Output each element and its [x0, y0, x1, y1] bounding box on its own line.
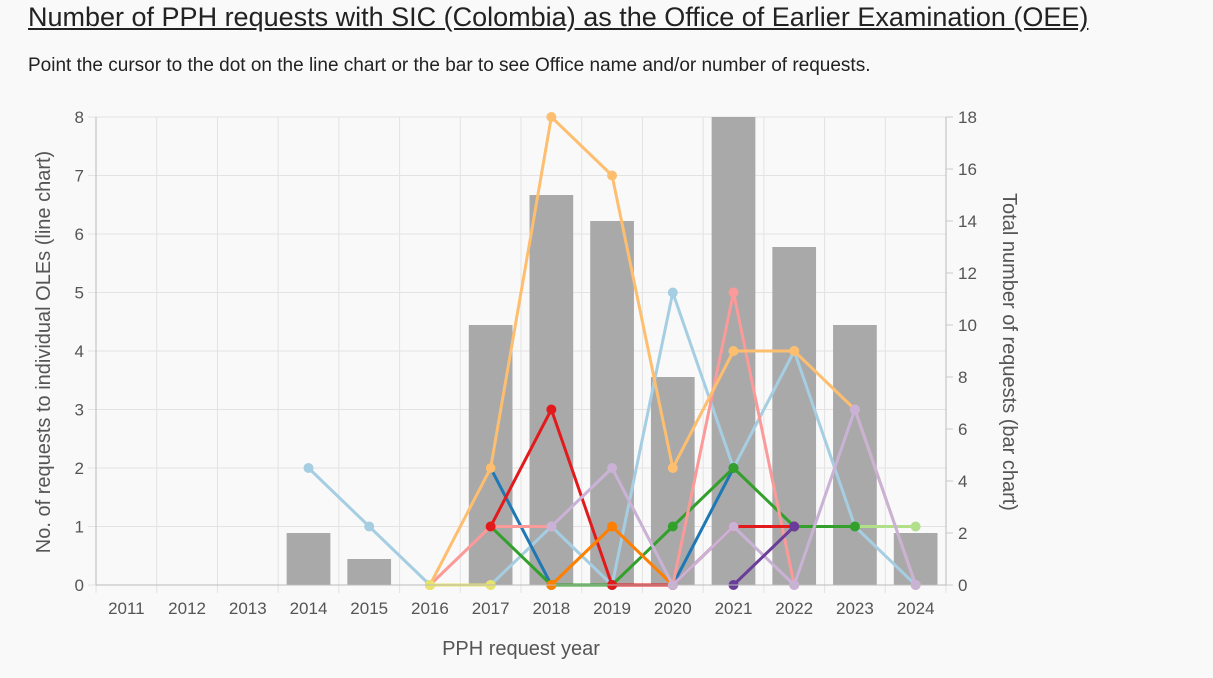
series-point[interactable]	[728, 346, 739, 356]
series-point[interactable]	[485, 463, 496, 473]
series-point[interactable]	[546, 521, 557, 532]
series-point[interactable]	[546, 112, 557, 122]
y-right-tick-label: 2	[958, 524, 967, 543]
y-right-tick-label: 4	[958, 472, 967, 491]
x-tick-label: 2023	[836, 599, 874, 618]
x-tick-label: 2015	[350, 599, 388, 618]
y-left-tick-label: 6	[75, 225, 84, 244]
y-right-tick-label: 16	[958, 160, 977, 179]
y-left-tick-label: 8	[75, 108, 84, 127]
x-tick-label: 2019	[593, 599, 631, 618]
bar-2020[interactable]	[650, 377, 695, 585]
y-left-tick-label: 7	[75, 167, 84, 186]
y-right-tick-label: 0	[958, 576, 967, 595]
series-point[interactable]	[667, 521, 678, 532]
y-right-tick-label: 12	[958, 264, 977, 283]
chart-subtitle: Point the cursor to the dot on the line …	[28, 55, 871, 76]
y-left-tick-label: 5	[75, 284, 84, 303]
bar-2022[interactable]	[772, 247, 817, 585]
y-right-tick-label: 18	[958, 108, 977, 127]
x-tick-label: 2014	[290, 599, 328, 618]
series-point[interactable]	[849, 521, 860, 532]
y-right-tick-label: 6	[958, 420, 967, 439]
series-line	[732, 525, 796, 587]
series-point[interactable]	[789, 521, 800, 532]
series-point[interactable]	[485, 521, 496, 532]
series-point[interactable]	[607, 463, 618, 473]
series-point[interactable]	[849, 404, 860, 415]
x-tick-label: 2024	[897, 599, 935, 618]
x-tick-label: 2018	[532, 599, 570, 618]
x-tick-label: 2016	[411, 599, 449, 618]
bar-series[interactable]	[286, 117, 938, 585]
series-point[interactable]	[728, 463, 739, 473]
y-left-tick-label: 0	[75, 576, 84, 595]
y-right-tick-label: 8	[958, 368, 967, 387]
bar-2017[interactable]	[468, 325, 513, 585]
series-point[interactable]	[607, 521, 618, 532]
x-tick-label: 2021	[715, 599, 753, 618]
series-point[interactable]	[910, 521, 921, 532]
chart-title: Number of PPH requests with SIC (Colombi…	[28, 2, 1089, 32]
series-point[interactable]	[303, 463, 314, 473]
y-left-tick-label: 1	[75, 518, 84, 537]
series-point[interactable]	[667, 287, 678, 298]
series-point[interactable]	[607, 170, 618, 181]
series-point[interactable]	[546, 404, 557, 415]
bar-2018[interactable]	[529, 195, 574, 585]
y-right-tick-label: 14	[958, 212, 977, 231]
x-tick-label: 2022	[775, 599, 813, 618]
x-tick-label: 2020	[654, 599, 692, 618]
y-axis-left-title: No. of requests to individual OLEs (line…	[33, 151, 55, 553]
series-point[interactable]	[667, 463, 678, 473]
x-axis-title: PPH request year	[442, 638, 600, 660]
x-tick-label: 2013	[229, 599, 267, 618]
x-tick-label: 2011	[108, 599, 145, 618]
y-left-tick-label: 4	[75, 342, 84, 361]
series-point[interactable]	[789, 346, 800, 356]
y-axis-right-title: Total number of requests (bar chart)	[998, 193, 1020, 511]
bar-2015[interactable]	[347, 559, 392, 585]
x-tick-label: 2017	[472, 599, 510, 618]
x-tick-label: 2012	[168, 599, 206, 618]
line-series[interactable]	[303, 112, 921, 590]
series-point[interactable]	[364, 521, 375, 532]
bar-2014[interactable]	[286, 533, 331, 585]
series-point[interactable]	[728, 287, 739, 298]
series-point[interactable]	[728, 521, 739, 532]
y-left-tick-label: 2	[75, 459, 84, 478]
y-left-tick-label: 3	[75, 401, 84, 420]
y-right-tick-label: 10	[958, 316, 977, 335]
